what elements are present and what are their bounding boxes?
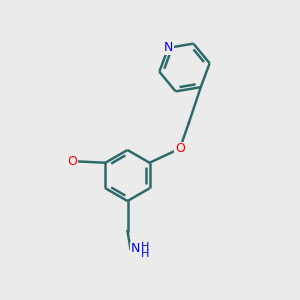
Text: N: N bbox=[164, 41, 173, 54]
Text: N: N bbox=[130, 242, 140, 256]
Text: H: H bbox=[141, 249, 149, 260]
Text: O: O bbox=[175, 142, 185, 155]
Text: O: O bbox=[68, 155, 77, 168]
Text: H: H bbox=[141, 242, 149, 253]
